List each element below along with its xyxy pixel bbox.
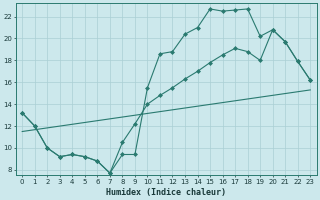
X-axis label: Humidex (Indice chaleur): Humidex (Indice chaleur) bbox=[106, 188, 226, 197]
